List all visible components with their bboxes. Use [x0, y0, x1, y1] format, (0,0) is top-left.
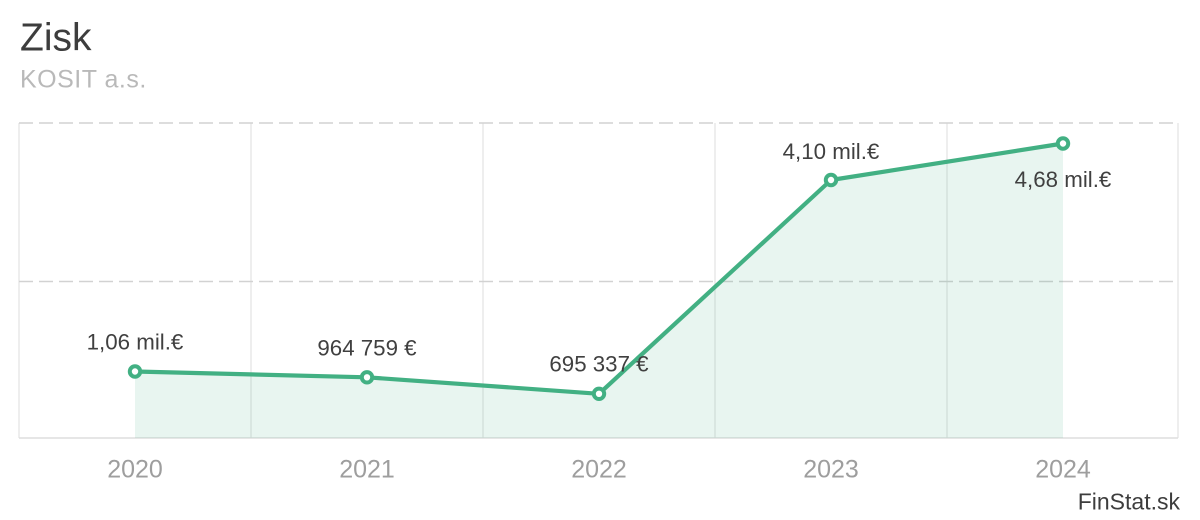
- svg-text:2024: 2024: [1035, 456, 1091, 484]
- svg-text:2020: 2020: [107, 456, 163, 484]
- svg-text:2022: 2022: [571, 456, 627, 484]
- svg-text:4,10 mil.€: 4,10 mil.€: [783, 139, 880, 164]
- svg-text:2021: 2021: [339, 456, 395, 484]
- svg-text:FinStat.sk: FinStat.sk: [1078, 489, 1181, 515]
- svg-text:2023: 2023: [803, 456, 859, 484]
- svg-text:Zisk: Zisk: [20, 17, 92, 60]
- svg-text:695 337 €: 695 337 €: [549, 352, 649, 377]
- svg-text:4,68 mil.€: 4,68 mil.€: [1015, 167, 1112, 192]
- svg-text:KOSIT a.s.: KOSIT a.s.: [20, 65, 147, 93]
- svg-text:1,06 mil.€: 1,06 mil.€: [87, 330, 184, 355]
- svg-text:964 759 €: 964 759 €: [317, 335, 417, 360]
